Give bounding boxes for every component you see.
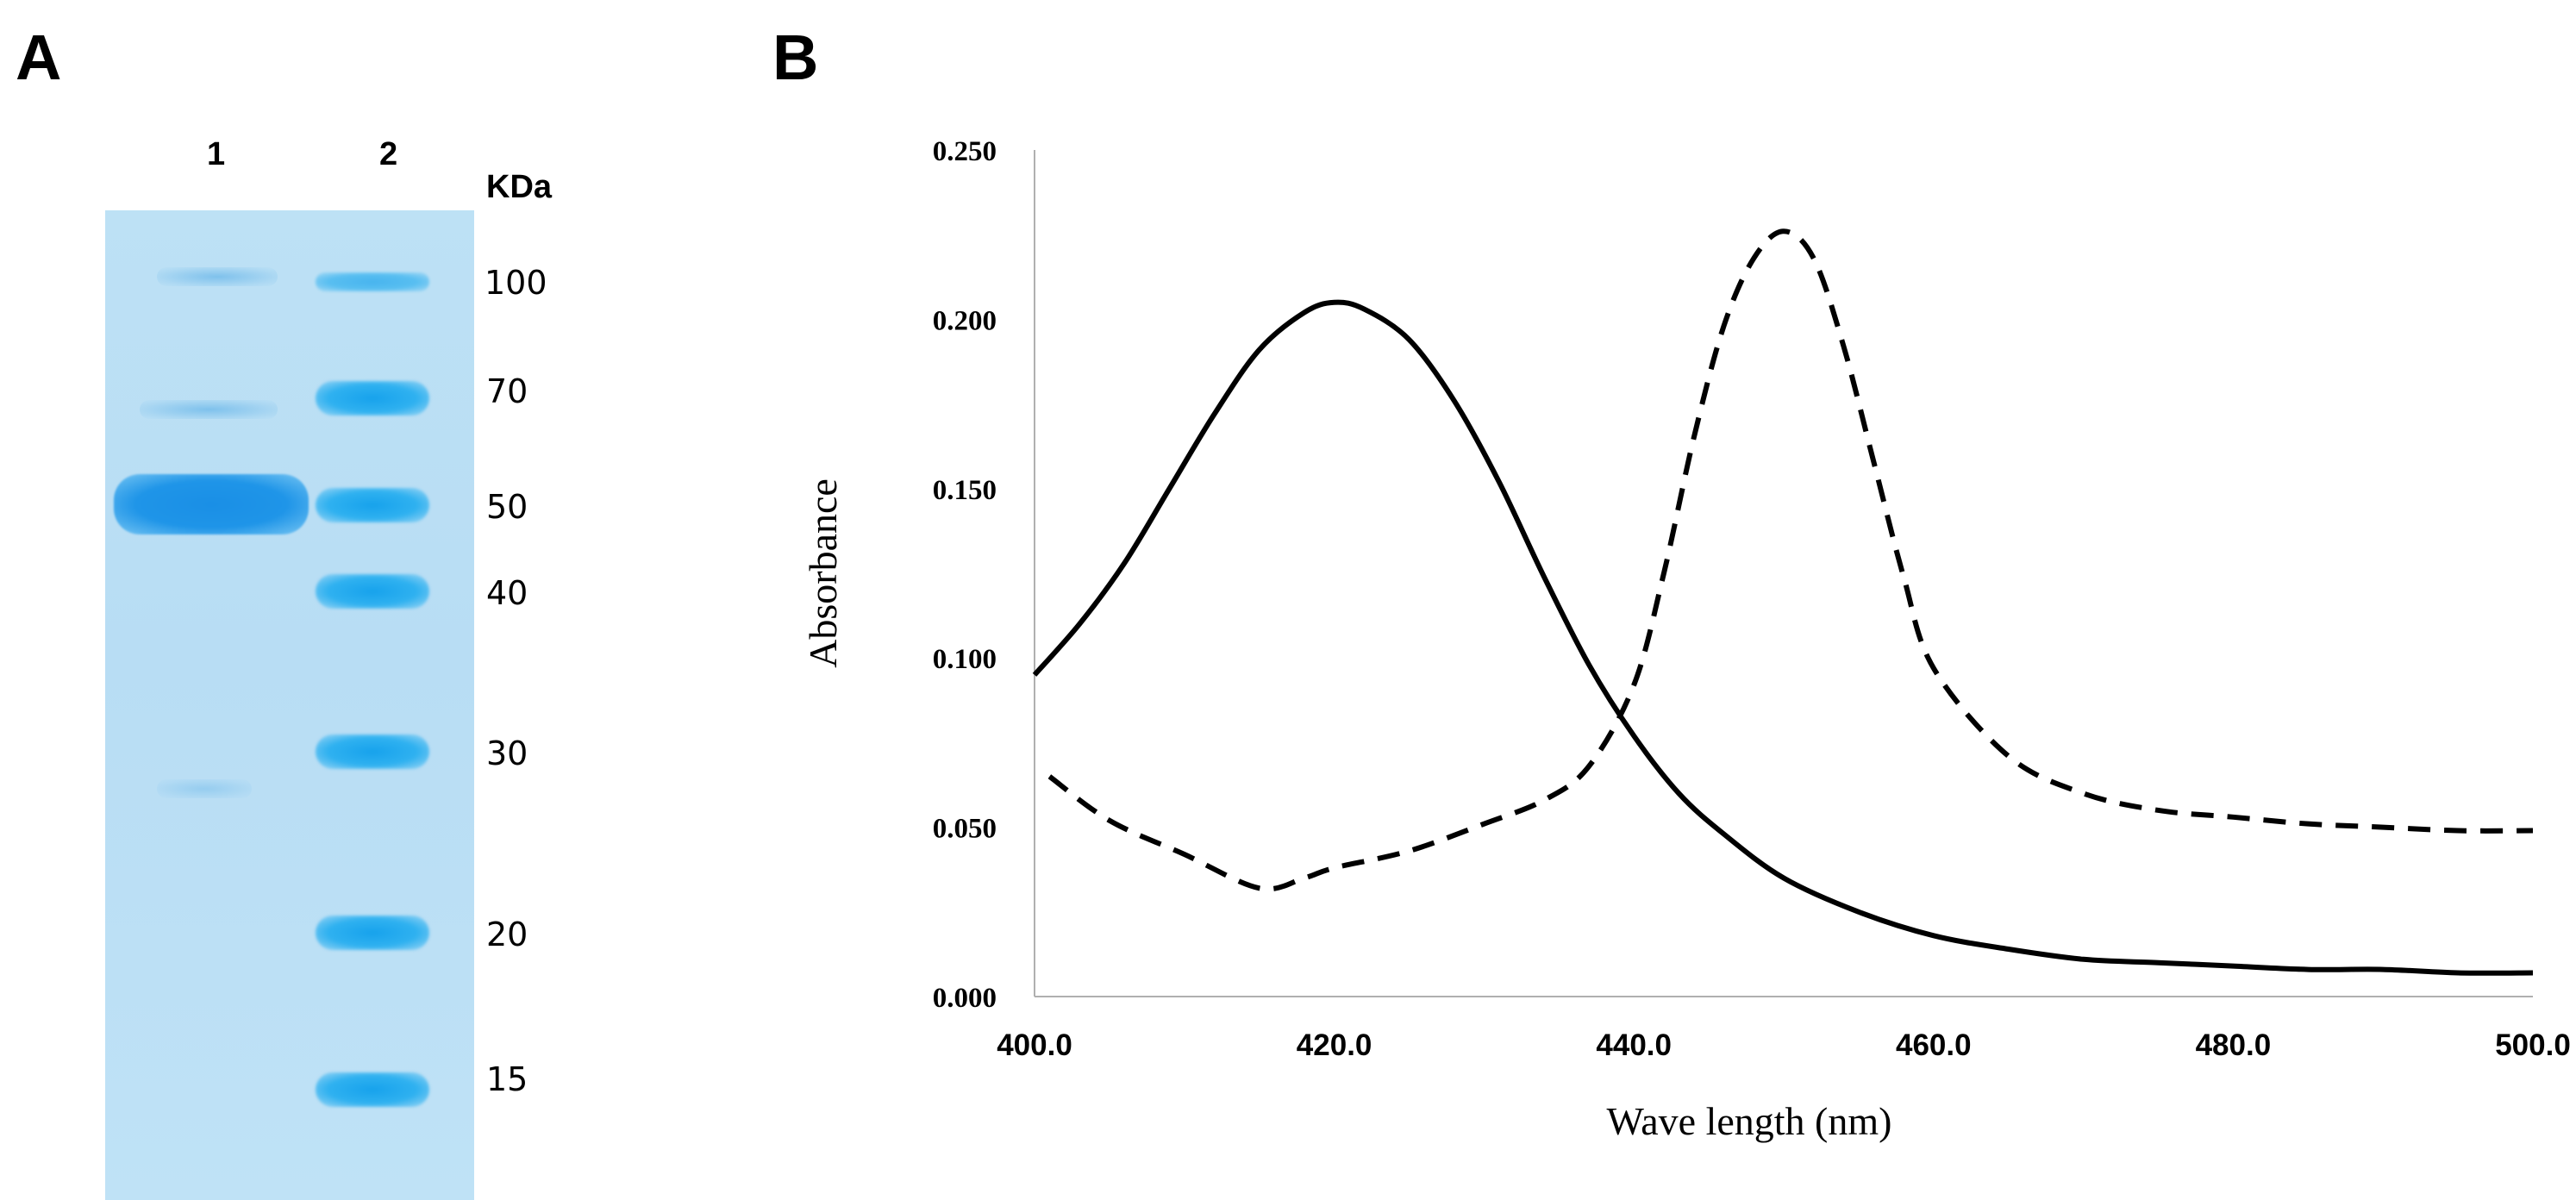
ladder-band-50: [316, 488, 429, 522]
marker-label-20: 20: [486, 916, 528, 953]
x-axis-title: Wave length (nm): [1607, 1099, 1892, 1143]
sds-page-gel: [105, 210, 474, 1200]
panel-label-b: B: [772, 22, 819, 93]
sample-band-50kda: [114, 474, 309, 534]
x-tick-label: 400.0: [997, 1028, 1072, 1062]
x-tick-labels: 400.0 420.0 440.0 460.0 480.0 500.0: [997, 1028, 2571, 1062]
marker-label-50: 50: [486, 488, 528, 526]
x-tick-label: 480.0: [2196, 1028, 2272, 1062]
faint-band: [157, 779, 252, 798]
marker-label-40: 40: [486, 574, 528, 612]
marker-label-100: 100: [485, 264, 547, 302]
ladder-band-100: [316, 272, 429, 291]
ladder-band-15: [316, 1072, 429, 1107]
faint-band: [157, 267, 278, 286]
x-tick-label: 460.0: [1896, 1028, 1972, 1062]
lane-label-1: 1: [207, 136, 226, 172]
ladder-band-30: [316, 734, 429, 769]
faint-band: [140, 400, 278, 419]
y-axis-title: Absorbance: [801, 478, 845, 668]
x-tick-label: 440.0: [1596, 1028, 1672, 1062]
y-tick-label: 0.150: [933, 475, 997, 506]
marker-label-70: 70: [486, 372, 528, 410]
ladder-band-70: [316, 381, 429, 416]
y-tick-labels: 0.000 0.050 0.100 0.150 0.200 0.250: [933, 136, 997, 1014]
series-line-solid: [1032, 299, 2534, 976]
lane-label-2: 2: [379, 136, 398, 172]
marker-label-15: 15: [486, 1060, 528, 1098]
y-tick-label: 0.000: [933, 983, 997, 1014]
marker-label-30: 30: [486, 734, 528, 772]
absorbance-chart: 0.000 0.050 0.100 0.150 0.200 0.250 400.0 420.…: [801, 136, 2571, 1143]
series-layer: [1032, 228, 2534, 976]
x-tick-label: 420.0: [1297, 1028, 1372, 1062]
ladder-band-20: [316, 916, 429, 950]
panel-label-a: A: [16, 22, 62, 93]
y-tick-label: 0.100: [933, 644, 997, 675]
kda-unit-label: KDa: [486, 169, 553, 205]
y-tick-label: 0.200: [933, 305, 997, 336]
y-tick-label: 0.050: [933, 814, 997, 845]
x-tick-label: 500.0: [2495, 1028, 2571, 1062]
series-line-dashed: [1047, 228, 2534, 892]
y-tick-label: 0.250: [933, 136, 997, 167]
ladder-band-40: [316, 574, 429, 609]
